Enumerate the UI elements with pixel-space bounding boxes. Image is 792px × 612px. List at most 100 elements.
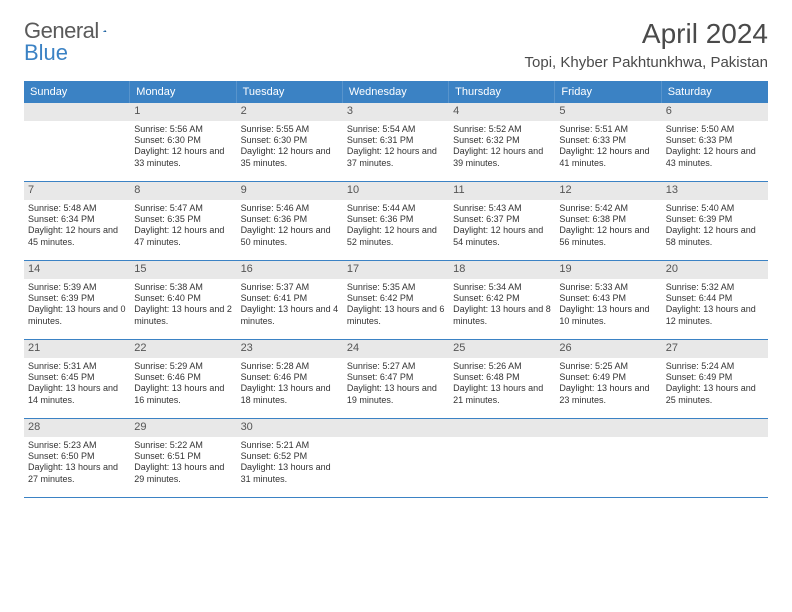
day-header-thursday: Thursday	[449, 81, 555, 103]
logo-icon	[103, 23, 107, 39]
sunrise-text: Sunrise: 5:48 AM	[28, 203, 126, 214]
sunset-text: Sunset: 6:51 PM	[134, 451, 232, 462]
sunrise-text: Sunrise: 5:26 AM	[453, 361, 551, 372]
day-number: 25	[449, 340, 555, 358]
day-number: 30	[237, 419, 343, 437]
sunrise-text: Sunrise: 5:43 AM	[453, 203, 551, 214]
day-cell: 2 Sunrise: 5:55 AMSunset: 6:30 PMDaylight…	[237, 103, 343, 181]
day-cell: 13Sunrise: 5:40 AMSunset: 6:39 PMDayligh…	[662, 182, 768, 260]
daylight-text: Daylight: 13 hours and 29 minutes.	[134, 462, 232, 485]
day-cell: 9Sunrise: 5:46 AMSunset: 6:36 PMDaylight…	[237, 182, 343, 260]
daylight-text: Daylight: 13 hours and 25 minutes.	[666, 383, 764, 406]
day-number-empty	[24, 103, 130, 121]
sunrise-text: Sunrise: 5:56 AM	[134, 124, 232, 135]
day-cell: 10Sunrise: 5:44 AMSunset: 6:36 PMDayligh…	[343, 182, 449, 260]
sunrise-text: Sunrise: 5:42 AM	[559, 203, 657, 214]
day-number-empty	[555, 419, 661, 437]
daylight-text: Daylight: 12 hours and 43 minutes.	[666, 146, 764, 169]
sunrise-text: Sunrise: 5:34 AM	[453, 282, 551, 293]
sunset-text: Sunset: 6:33 PM	[559, 135, 657, 146]
day-number: 14	[24, 261, 130, 279]
day-number: 4	[449, 103, 555, 121]
day-header-friday: Friday	[555, 81, 661, 103]
sunrise-text: Sunrise: 5:51 AM	[559, 124, 657, 135]
week-row: 14Sunrise: 5:39 AMSunset: 6:39 PMDayligh…	[24, 261, 768, 340]
sunset-text: Sunset: 6:42 PM	[453, 293, 551, 304]
day-number: 29	[130, 419, 236, 437]
sunrise-text: Sunrise: 5:22 AM	[134, 440, 232, 451]
sunrise-text: Sunrise: 5:31 AM	[28, 361, 126, 372]
daylight-text: Daylight: 12 hours and 52 minutes.	[347, 225, 445, 248]
day-header-saturday: Saturday	[662, 81, 768, 103]
daylight-text: Daylight: 12 hours and 35 minutes.	[241, 146, 339, 169]
day-cell: 11 Sunrise: 5:43 AMSunset: 6:37 PMDayligh…	[449, 182, 555, 260]
day-number: 6	[662, 103, 768, 121]
day-cell: 23Sunrise: 5:28 AMSunset: 6:46 PMDayligh…	[237, 340, 343, 418]
sunset-text: Sunset: 6:46 PM	[134, 372, 232, 383]
sunrise-text: Sunrise: 5:25 AM	[559, 361, 657, 372]
day-number: 18	[449, 261, 555, 279]
daylight-text: Daylight: 12 hours and 56 minutes.	[559, 225, 657, 248]
day-number: 16	[237, 261, 343, 279]
daylight-text: Daylight: 12 hours and 58 minutes.	[666, 225, 764, 248]
sunrise-text: Sunrise: 5:55 AM	[241, 124, 339, 135]
day-number: 7	[24, 182, 130, 200]
week-row: 7Sunrise: 5:48 AMSunset: 6:34 PMDaylight…	[24, 182, 768, 261]
day-cell: 21Sunrise: 5:31 AMSunset: 6:45 PMDayligh…	[24, 340, 130, 418]
day-cell: 20Sunrise: 5:32 AMSunset: 6:44 PMDayligh…	[662, 261, 768, 339]
day-cell: 6Sunrise: 5:50 AMSunset: 6:33 PMDaylight…	[662, 103, 768, 181]
daylight-text: Daylight: 12 hours and 54 minutes.	[453, 225, 551, 248]
sunrise-text: Sunrise: 5:23 AM	[28, 440, 126, 451]
day-number: 28	[24, 419, 130, 437]
daylight-text: Daylight: 13 hours and 0 minutes.	[28, 304, 126, 327]
day-cell: 28Sunrise: 5:23 AMSunset: 6:50 PMDayligh…	[24, 419, 130, 497]
sunset-text: Sunset: 6:49 PM	[559, 372, 657, 383]
sunset-text: Sunset: 6:39 PM	[666, 214, 764, 225]
week-row: 21Sunrise: 5:31 AMSunset: 6:45 PMDayligh…	[24, 340, 768, 419]
sunset-text: Sunset: 6:35 PM	[134, 214, 232, 225]
daylight-text: Daylight: 13 hours and 16 minutes.	[134, 383, 232, 406]
day-number: 15	[130, 261, 236, 279]
day-cell	[343, 419, 449, 497]
day-header-row: Sunday Monday Tuesday Wednesday Thursday…	[24, 81, 768, 103]
day-cell: 30Sunrise: 5:21 AMSunset: 6:52 PMDayligh…	[237, 419, 343, 497]
day-number: 1	[130, 103, 236, 121]
sunset-text: Sunset: 6:41 PM	[241, 293, 339, 304]
sunrise-text: Sunrise: 5:37 AM	[241, 282, 339, 293]
day-header-wednesday: Wednesday	[343, 81, 449, 103]
day-cell: 8Sunrise: 5:47 AMSunset: 6:35 PMDaylight…	[130, 182, 236, 260]
sunrise-text: Sunrise: 5:35 AM	[347, 282, 445, 293]
day-number: 11	[449, 182, 555, 200]
day-cell: 25Sunrise: 5:26 AMSunset: 6:48 PMDayligh…	[449, 340, 555, 418]
sunset-text: Sunset: 6:32 PM	[453, 135, 551, 146]
sunset-text: Sunset: 6:37 PM	[453, 214, 551, 225]
sunrise-text: Sunrise: 5:50 AM	[666, 124, 764, 135]
sunset-text: Sunset: 6:30 PM	[241, 135, 339, 146]
day-number: 26	[555, 340, 661, 358]
month-title: April 2024	[525, 18, 768, 50]
day-number: 19	[555, 261, 661, 279]
sunrise-text: Sunrise: 5:33 AM	[559, 282, 657, 293]
sunset-text: Sunset: 6:39 PM	[28, 293, 126, 304]
day-number: 12	[555, 182, 661, 200]
day-number: 3	[343, 103, 449, 121]
sunrise-text: Sunrise: 5:28 AM	[241, 361, 339, 372]
day-number: 21	[24, 340, 130, 358]
day-number: 13	[662, 182, 768, 200]
sunrise-text: Sunrise: 5:44 AM	[347, 203, 445, 214]
daylight-text: Daylight: 12 hours and 45 minutes.	[28, 225, 126, 248]
week-row: 1Sunrise: 5:56 AMSunset: 6:30 PMDaylight…	[24, 103, 768, 182]
daylight-text: Daylight: 13 hours and 10 minutes.	[559, 304, 657, 327]
sunset-text: Sunset: 6:42 PM	[347, 293, 445, 304]
day-cell: 7Sunrise: 5:48 AMSunset: 6:34 PMDaylight…	[24, 182, 130, 260]
day-cell: 24Sunrise: 5:27 AMSunset: 6:47 PMDayligh…	[343, 340, 449, 418]
daylight-text: Daylight: 12 hours and 33 minutes.	[134, 146, 232, 169]
day-number: 2	[237, 103, 343, 121]
week-row: 28Sunrise: 5:23 AMSunset: 6:50 PMDayligh…	[24, 419, 768, 498]
daylight-text: Daylight: 12 hours and 37 minutes.	[347, 146, 445, 169]
daylight-text: Daylight: 13 hours and 6 minutes.	[347, 304, 445, 327]
location-text: Topi, Khyber Pakhtunkhwa, Pakistan	[525, 54, 768, 71]
sunset-text: Sunset: 6:44 PM	[666, 293, 764, 304]
sunrise-text: Sunrise: 5:29 AM	[134, 361, 232, 372]
day-cell: 14Sunrise: 5:39 AMSunset: 6:39 PMDayligh…	[24, 261, 130, 339]
